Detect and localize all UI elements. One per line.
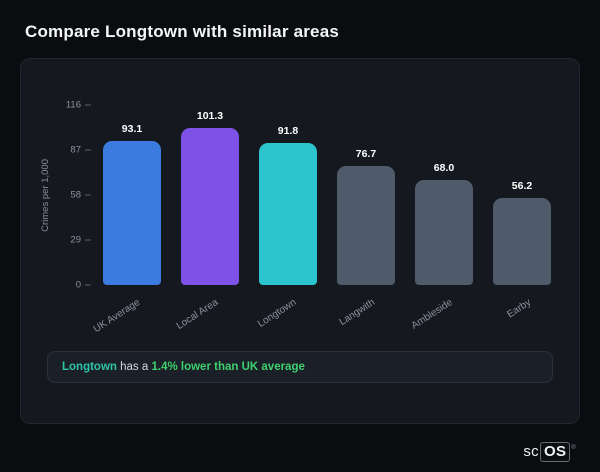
y-tick-0: 0	[76, 280, 91, 291]
y-axis-title: Crimes per 1,000	[39, 158, 51, 232]
summary-connector: has a	[120, 361, 149, 373]
x-tick-label-local-area: Local Area	[175, 297, 221, 332]
logo-prefix: sc	[523, 443, 539, 460]
x-tick-label-earby: Earby	[504, 297, 533, 321]
y-tick-29: 29	[70, 235, 91, 246]
x-tick-label-uk-average: UK Average	[92, 297, 143, 336]
bar-longtown[interactable]	[259, 142, 317, 285]
bar-value-label: 91.8	[277, 124, 299, 137]
tick-mark-icon	[85, 104, 91, 106]
summary-stat: 1.4% lower than UK average	[151, 361, 305, 373]
x-tick-label-ambleside: Ambleside	[409, 297, 455, 332]
registered-mark-icon: ®	[571, 445, 576, 451]
bar-column-langwith: 76.7 Langwith	[337, 105, 395, 328]
bar-value-label: 93.1	[121, 122, 143, 135]
y-tick-58: 58	[70, 190, 91, 201]
y-axis-title-wrap: Crimes per 1,000	[35, 105, 55, 285]
bar-earby[interactable]	[493, 197, 551, 285]
plot-area: 93.1 UK Average 101.3 Local Area 91.8 Longtow…	[91, 105, 561, 335]
y-tick-87: 87	[70, 145, 91, 156]
bar-value-label: 56.2	[511, 179, 533, 192]
page-title: Compare Longtown with similar areas	[25, 22, 340, 41]
bar-value-label: 101.3	[196, 109, 224, 122]
bar-uk-average[interactable]	[103, 140, 161, 285]
bar-ambleside[interactable]	[415, 179, 473, 285]
bar-column-local-area: 101.3 Local Area	[175, 105, 239, 332]
summary-banner: Longtown has a 1.4% lower than UK averag…	[47, 351, 553, 383]
bar-value-label: 76.7	[355, 148, 377, 160]
logo-suffix: OS	[539, 442, 571, 462]
y-tick-116: 116	[66, 100, 91, 111]
y-axis: 116 87 58 29 0	[55, 100, 91, 291]
tick-mark-icon	[85, 284, 91, 286]
bar-column-earby: 56.2 Earby	[493, 105, 551, 320]
y-tick-label: 29	[70, 234, 81, 246]
x-tick-label-longtown: Longtown	[256, 297, 299, 330]
bar-column-ambleside: 68.0 Ambleside	[409, 105, 473, 332]
y-tick-label: 87	[70, 144, 81, 156]
bar-chart: Crimes per 1,000 116 87 58 29 0 93.1 UK Avera…	[35, 100, 561, 335]
y-tick-label: 0	[75, 279, 81, 291]
bar-column-longtown: 91.8 Longtown	[256, 105, 317, 330]
tick-mark-icon	[85, 239, 91, 241]
chart-card: Crimes per 1,000 116 87 58 29 0 93.1 UK Avera…	[20, 58, 580, 424]
x-tick-label-langwith: Langwith	[337, 297, 377, 329]
bar-langwith[interactable]	[337, 166, 395, 285]
bar-value-label: 68.0	[433, 161, 455, 174]
y-tick-label: 58	[70, 189, 81, 201]
bar-local-area[interactable]	[181, 127, 239, 285]
tick-mark-icon	[85, 194, 91, 196]
scos-logo: sc OS ®	[523, 442, 576, 462]
tick-mark-icon	[85, 149, 91, 151]
summary-area-name: Longtown	[62, 361, 117, 373]
y-tick-label: 116	[65, 99, 81, 111]
bar-column-uk-average: 93.1 UK Average	[92, 105, 161, 335]
